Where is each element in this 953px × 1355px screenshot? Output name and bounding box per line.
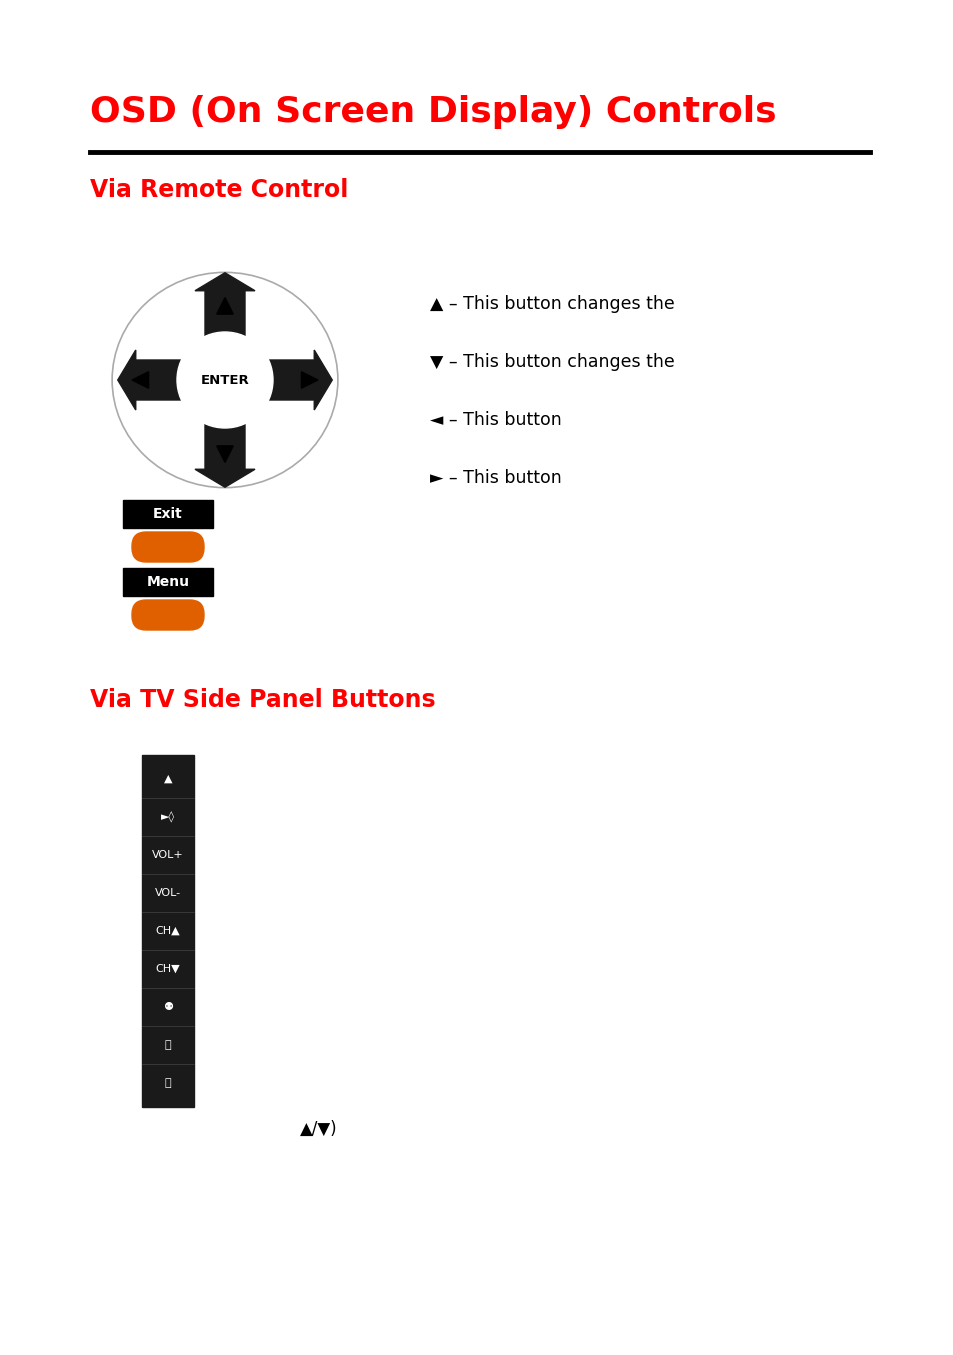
Text: VOL+: VOL+ <box>152 850 184 860</box>
Polygon shape <box>216 446 233 462</box>
Text: ▲: ▲ <box>164 774 172 785</box>
Text: Via Remote Control: Via Remote Control <box>90 178 348 202</box>
Polygon shape <box>197 352 213 369</box>
Text: ▲ – This button changes the: ▲ – This button changes the <box>430 295 674 313</box>
Text: CH▲: CH▲ <box>155 925 180 936</box>
FancyBboxPatch shape <box>132 533 204 562</box>
Text: ⚉: ⚉ <box>163 1001 172 1012</box>
FancyBboxPatch shape <box>123 568 213 596</box>
Text: VOL-: VOL- <box>154 888 181 898</box>
Text: Menu: Menu <box>147 575 190 589</box>
Circle shape <box>177 332 273 428</box>
Text: Exit: Exit <box>153 507 183 522</box>
Ellipse shape <box>112 272 337 488</box>
Text: ►◊: ►◊ <box>161 812 174 822</box>
Text: Ⓢ: Ⓢ <box>165 1041 172 1050</box>
Text: ⏻: ⏻ <box>165 1079 172 1088</box>
Text: ◄ – This button: ◄ – This button <box>430 411 561 430</box>
FancyBboxPatch shape <box>123 500 213 528</box>
Text: ▲/▼): ▲/▼) <box>299 1121 337 1138</box>
Polygon shape <box>117 350 225 411</box>
Polygon shape <box>236 352 252 369</box>
Text: Via TV Side Panel Buttons: Via TV Side Panel Buttons <box>90 688 436 711</box>
FancyBboxPatch shape <box>132 600 204 630</box>
Polygon shape <box>132 371 149 389</box>
Polygon shape <box>225 350 332 411</box>
Text: CH▼: CH▼ <box>155 963 180 974</box>
Polygon shape <box>194 272 254 379</box>
Text: OSD (On Screen Display) Controls: OSD (On Screen Display) Controls <box>90 95 776 129</box>
Text: ► – This button: ► – This button <box>430 469 561 486</box>
Text: ▼ – This button changes the: ▼ – This button changes the <box>430 354 674 371</box>
Text: ENTER: ENTER <box>200 374 249 386</box>
FancyBboxPatch shape <box>142 755 193 1107</box>
Bar <box>205 360 245 400</box>
Polygon shape <box>216 298 233 314</box>
Polygon shape <box>236 392 252 408</box>
Polygon shape <box>194 379 254 488</box>
Polygon shape <box>197 392 213 408</box>
Polygon shape <box>301 371 317 389</box>
